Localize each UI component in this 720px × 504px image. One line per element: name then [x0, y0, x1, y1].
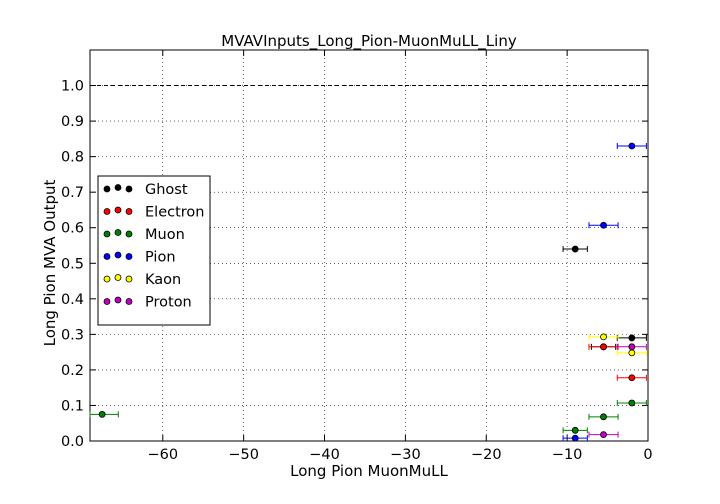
x-tick-label: −60	[147, 447, 178, 463]
data-point	[628, 343, 636, 351]
legend-label: Kaon	[145, 272, 181, 288]
legend-marker	[125, 298, 133, 305]
y-tick-label: 0.2	[61, 363, 84, 379]
y-tick-label: 0.3	[61, 327, 84, 343]
legend-label: Proton	[145, 295, 192, 311]
legend-marker	[114, 229, 122, 236]
data-point	[628, 349, 636, 357]
legend-marker	[103, 298, 111, 305]
data-point	[571, 434, 579, 442]
data-point	[628, 334, 636, 342]
data-point	[98, 410, 106, 418]
y-tick-label: 0.5	[61, 256, 84, 272]
y-tick-label: 0.4	[61, 292, 84, 308]
data-point	[628, 374, 636, 382]
chart-title: MVAVInputs_Long_Pion-MuonMuLL_Liny	[221, 32, 517, 51]
legend-item-kaon: Kaon	[103, 272, 181, 288]
y-axis-label: Long Pion MVA Output	[41, 179, 59, 346]
series-kaon	[588, 333, 647, 357]
plot-frame	[89, 49, 649, 442]
x-tick-label: −10	[552, 447, 583, 463]
x-axis-label: Long Pion MuonMuLL	[290, 462, 448, 480]
legend-marker	[125, 208, 133, 215]
y-tick-label: 0.7	[61, 185, 84, 201]
legend-item-ghost: Ghost	[103, 182, 188, 198]
y-tick-label: 1.0	[61, 79, 84, 95]
data-point	[628, 399, 636, 407]
data-point	[571, 426, 579, 434]
y-tick-label: 0.0	[61, 434, 84, 450]
data-point	[600, 431, 607, 439]
legend-marker	[114, 296, 122, 304]
legend-marker	[103, 208, 111, 215]
series-muon	[89, 399, 647, 434]
legend-label: Pion	[145, 250, 176, 266]
plot-area: −60 −50 −40 −30 −20 −10 0 0.0 0.1 0.2 0.3 0.4 0.5 0.6…	[61, 49, 653, 463]
legend-marker	[103, 185, 111, 193]
legend-marker	[114, 206, 122, 214]
y-tick-label: 0.6	[61, 221, 84, 237]
series-proton	[588, 343, 647, 439]
series-electron	[588, 343, 647, 382]
legend-item-muon: Muon	[103, 227, 185, 243]
legend-marker	[125, 253, 133, 260]
x-tick-label: 0	[643, 447, 652, 463]
series-pion	[562, 142, 647, 442]
legend-item-electron: Electron	[103, 205, 204, 221]
legend-marker	[125, 275, 133, 283]
legend-marker	[114, 184, 122, 191]
data-point	[600, 343, 607, 351]
y-tick-label: 0.8	[61, 150, 84, 166]
legend-marker	[103, 253, 111, 260]
legend-item-proton: Proton	[103, 295, 192, 311]
data-point	[600, 221, 607, 229]
y-tick-label: 0.1	[61, 398, 84, 414]
data-point	[600, 333, 607, 341]
y-tick-label: 0.9	[61, 114, 84, 130]
legend-marker	[125, 230, 133, 238]
legend-marker	[114, 251, 122, 259]
legend-label: Ghost	[145, 182, 188, 198]
legend-marker	[114, 274, 122, 281]
x-tick-label: −50	[228, 447, 259, 463]
legend-marker	[125, 185, 133, 193]
legend-label: Electron	[145, 205, 204, 221]
x-tick-label: −30	[390, 447, 421, 463]
legend: Ghost Electron Muon Pion Kaon Proton	[97, 175, 211, 326]
data-point	[628, 142, 636, 150]
data-point	[571, 245, 579, 253]
x-tick-label: −20	[471, 447, 502, 463]
legend-marker	[103, 230, 111, 238]
data-point	[600, 413, 607, 421]
legend-marker	[103, 275, 111, 283]
legend-label: Muon	[145, 227, 185, 243]
legend-item-pion: Pion	[103, 250, 176, 266]
x-tick-label: −40	[309, 447, 340, 463]
